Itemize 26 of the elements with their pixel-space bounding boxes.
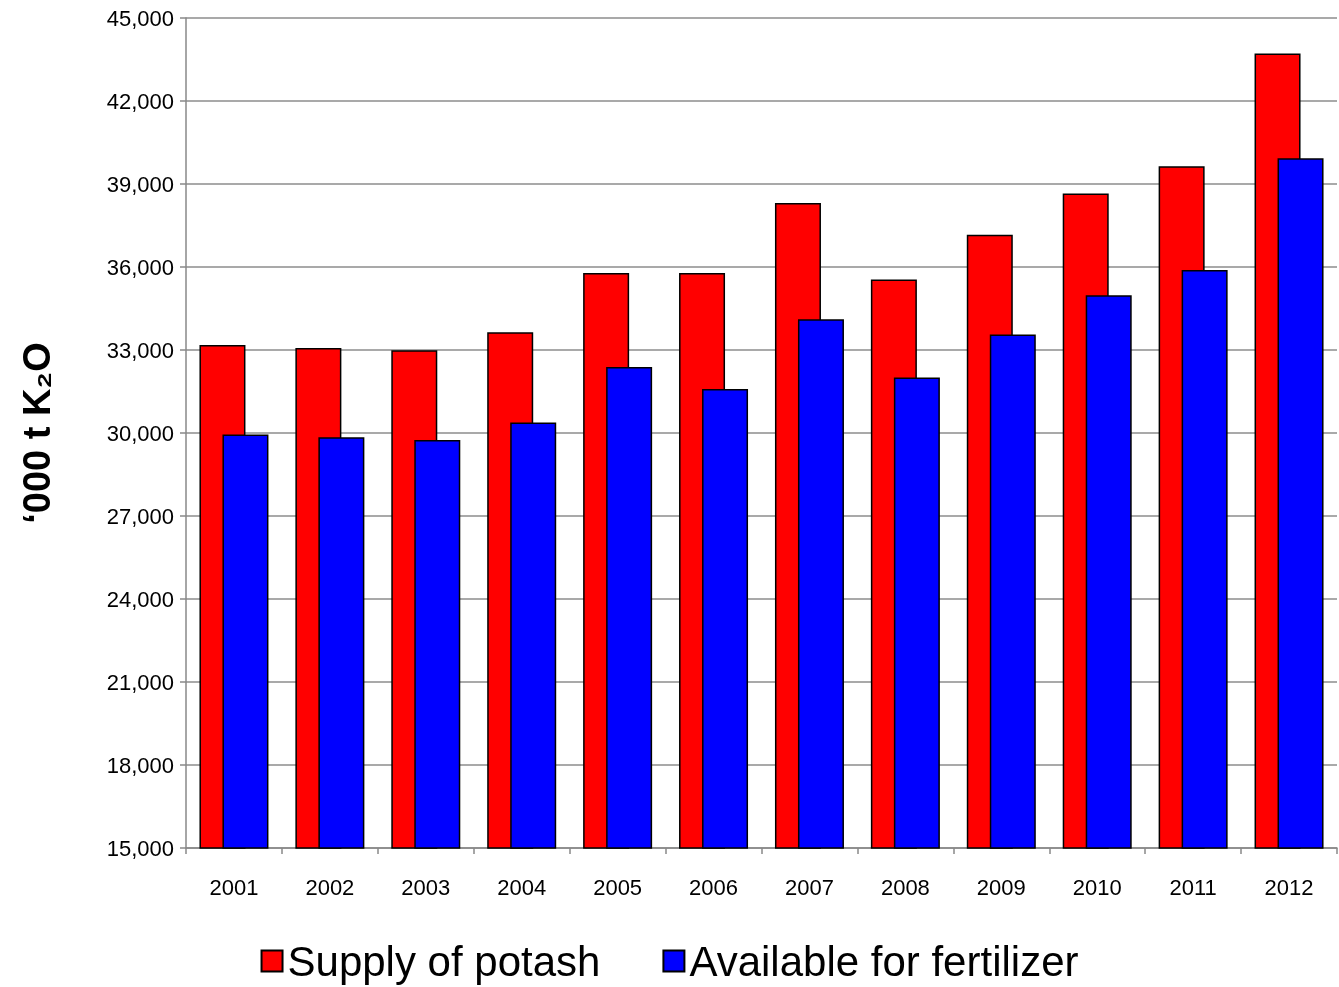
y-tick-label: 24,000 (106, 586, 174, 612)
y-tick-label: 27,000 (106, 503, 174, 529)
y-axis-title: ‘000 t K₂O (16, 342, 58, 524)
x-tick-label: 2002 (305, 874, 355, 900)
x-tick-label: 2004 (497, 874, 547, 900)
y-tick-label: 39,000 (106, 171, 174, 197)
x-tick-label: 2009 (976, 874, 1026, 900)
x-tick-label: 2007 (784, 874, 834, 900)
y-tick-label: 33,000 (106, 337, 174, 363)
x-tick-label: 2001 (209, 874, 259, 900)
x-tick-label: 2010 (1072, 874, 1122, 900)
legend-label: Supply of potash (287, 937, 601, 985)
x-tick-label: 2012 (1264, 874, 1314, 900)
y-tick-label: 30,000 (106, 420, 174, 446)
x-tick-label: 2006 (689, 874, 739, 900)
x-tick-label: 2005 (593, 874, 643, 900)
x-tick-label: 2003 (401, 874, 451, 900)
y-tick-label: 45,000 (106, 5, 174, 31)
y-tick-label: 21,000 (106, 669, 174, 695)
y-tick-label: 15,000 (106, 835, 174, 861)
legend-label: Available for fertilizer (689, 937, 1079, 985)
x-tick-label: 2008 (880, 874, 930, 900)
y-tick-label: 36,000 (106, 254, 174, 280)
y-tick-label: 18,000 (106, 752, 174, 778)
y-tick-label: 42,000 (106, 88, 174, 114)
x-tick-label: 2011 (1169, 874, 1217, 900)
